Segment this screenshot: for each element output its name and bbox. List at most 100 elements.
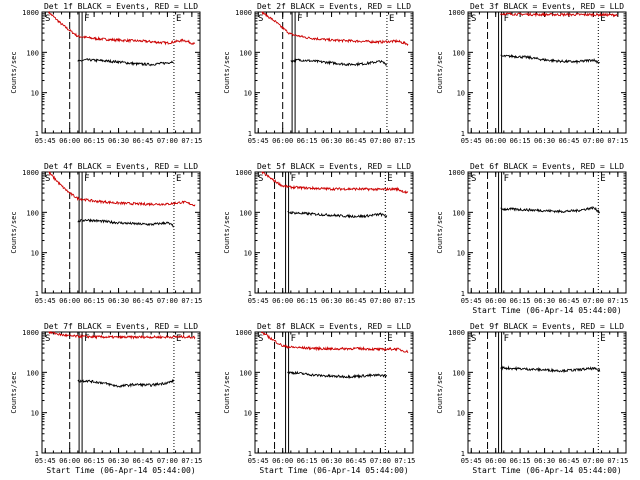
end-marker-label: E: [176, 334, 181, 344]
x-tick-label: 06:15: [297, 297, 318, 305]
x-tick-label: 06:30: [321, 457, 342, 465]
lld-series-line: [261, 331, 409, 354]
x-axis-label: Start Time (06-Apr-14 05:44:00): [472, 466, 621, 475]
x-tick-label: 06:00: [485, 137, 506, 145]
start-marker-label: S: [258, 174, 263, 184]
y-tick-label: 10: [457, 90, 465, 98]
x-tick-label: 07:00: [370, 137, 391, 145]
plot-frame: [467, 171, 627, 294]
start-marker-label: S: [471, 174, 476, 184]
lld-series-line: [261, 11, 409, 47]
y-axis-label: Counts/sec: [10, 371, 18, 413]
x-tick-label: 07:00: [370, 297, 391, 305]
y-tick-label: 10: [31, 250, 39, 258]
y-tick-label: 1: [35, 290, 39, 298]
end-marker-label: E: [176, 14, 181, 24]
x-tick-label: 06:15: [84, 137, 105, 145]
x-tick-label: 07:15: [607, 297, 628, 305]
x-tick-label: 05:45: [248, 297, 269, 305]
events-series-line: [500, 53, 601, 65]
x-tick-label: 06:30: [108, 137, 129, 145]
panel-det-9: Det 9f BLACK = Events, RED = LLD 1 10 100 10…: [436, 322, 628, 475]
panel-title: Det 2f BLACK = Events, RED = LLD: [257, 2, 411, 11]
y-tick-label: 1: [248, 130, 252, 138]
panel-det-4: Det 4f BLACK = Events, RED = LLD 1 10 100 10…: [10, 162, 202, 305]
panel-title: Det 3f BLACK = Events, RED = LLD: [470, 2, 624, 11]
panel-title: Det 8f BLACK = Events, RED = LLD: [257, 322, 411, 331]
lld-series-line: [48, 171, 196, 207]
panel-det-2: Det 2f BLACK = Events, RED = LLD 1 10 100 10…: [223, 2, 415, 145]
events-series-line: [77, 378, 175, 389]
x-tick-label: 06:30: [108, 457, 129, 465]
x-tick-label: 06:30: [321, 137, 342, 145]
panel-det-8: Det 8f BLACK = Events, RED = LLD 1 10 100 10…: [223, 322, 415, 475]
y-tick-label: 1000: [235, 329, 252, 337]
x-tick-label: 06:30: [534, 457, 555, 465]
y-tick-label: 100: [452, 209, 465, 217]
plot-frame: [467, 11, 627, 134]
y-tick-label: 10: [457, 250, 465, 258]
x-tick-label: 07:15: [607, 457, 628, 465]
y-axis-label: Counts/sec: [223, 51, 231, 93]
x-tick-label: 07:00: [157, 137, 178, 145]
x-tick-label: 07:15: [394, 297, 415, 305]
lld-series-line: [500, 11, 618, 18]
x-tick-label: 06:00: [272, 297, 293, 305]
y-tick-label: 10: [244, 250, 252, 258]
x-tick-label: 05:45: [35, 457, 56, 465]
lld-series-line: [261, 171, 409, 194]
x-tick-label: 05:45: [461, 137, 482, 145]
start-marker-label: S: [471, 334, 476, 344]
x-tick-label: 06:30: [321, 297, 342, 305]
start-marker-label: S: [45, 334, 50, 344]
plot-frame: [41, 171, 201, 294]
x-tick-label: 07:15: [607, 137, 628, 145]
flare-marker-label: F: [291, 174, 296, 184]
start-marker-label: S: [471, 14, 476, 24]
plot-frame: [41, 11, 201, 134]
x-tick-label: 07:15: [181, 457, 202, 465]
y-tick-label: 100: [26, 209, 39, 217]
start-marker-label: S: [45, 14, 50, 24]
y-tick-label: 1: [35, 450, 39, 458]
end-marker-label: E: [600, 14, 605, 24]
x-tick-label: 06:45: [345, 297, 366, 305]
plot-frame: [41, 331, 201, 454]
y-axis-label: Counts/sec: [436, 51, 444, 93]
x-tick-label: 06:45: [558, 457, 579, 465]
y-axis-label: Counts/sec: [10, 211, 18, 253]
x-tick-label: 06:15: [510, 457, 531, 465]
x-tick-label: 06:15: [297, 137, 318, 145]
x-tick-label: 06:15: [510, 137, 531, 145]
flare-marker-label: F: [504, 14, 509, 24]
y-tick-label: 100: [239, 209, 252, 217]
y-tick-label: 100: [239, 49, 252, 57]
events-series-line: [500, 206, 601, 214]
y-axis-label: Counts/sec: [436, 211, 444, 253]
x-tick-label: 07:00: [157, 297, 178, 305]
flare-marker-label: F: [504, 174, 509, 184]
x-tick-label: 05:45: [461, 457, 482, 465]
y-axis-label: Counts/sec: [223, 371, 231, 413]
x-tick-label: 06:45: [558, 137, 579, 145]
y-tick-label: 10: [244, 410, 252, 418]
plot-frame: [254, 171, 414, 294]
start-marker-label: S: [258, 14, 263, 24]
plot-frame: [254, 331, 414, 454]
y-tick-label: 100: [239, 369, 252, 377]
x-tick-label: 06:15: [84, 457, 105, 465]
y-tick-label: 100: [452, 49, 465, 57]
flare-marker-label: F: [84, 174, 89, 184]
panel-title: Det 9f BLACK = Events, RED = LLD: [470, 322, 624, 331]
plot-frame: [254, 11, 414, 134]
events-series-line: [287, 370, 388, 380]
x-tick-label: 06:45: [132, 137, 153, 145]
x-tick-label: 07:15: [181, 297, 202, 305]
panel-title: Det 5f BLACK = Events, RED = LLD: [257, 162, 411, 171]
x-tick-label: 05:45: [248, 137, 269, 145]
x-axis-label: Start Time (06-Apr-14 05:44:00): [472, 306, 621, 315]
y-tick-label: 10: [457, 410, 465, 418]
x-tick-label: 06:15: [510, 297, 531, 305]
x-tick-label: 06:30: [108, 297, 129, 305]
